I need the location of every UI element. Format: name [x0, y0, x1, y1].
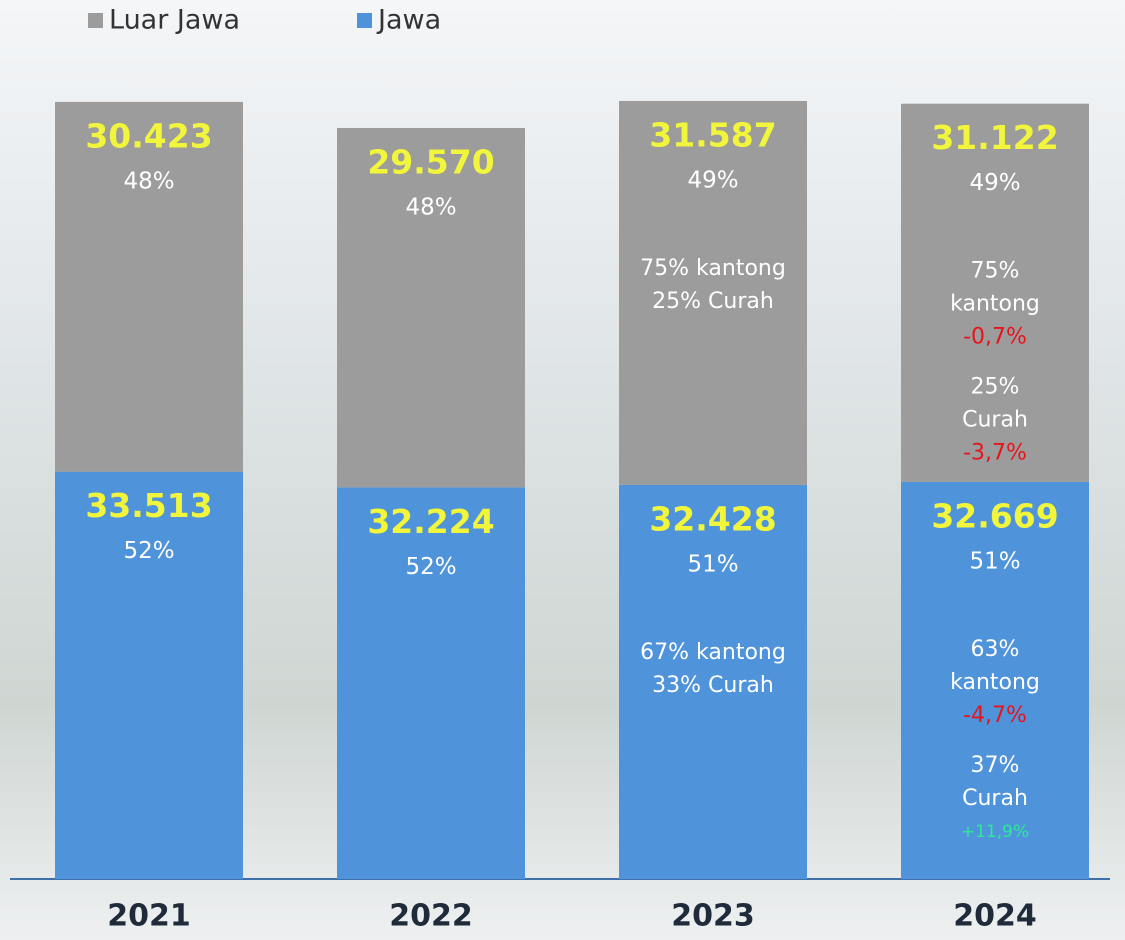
- legend-label: Jawa: [376, 5, 441, 36]
- annotation: 37%: [971, 753, 1020, 778]
- annotation: 25%: [971, 375, 1020, 400]
- annotation: 75% kantong: [640, 256, 786, 281]
- bar-segment: [901, 103, 1089, 482]
- bar-segment: [55, 101, 243, 472]
- x-tick-label: 2024: [953, 899, 1037, 934]
- share-label: 52%: [123, 538, 174, 564]
- value-label: 31.587: [649, 115, 776, 154]
- value-label: 30.423: [85, 116, 212, 155]
- bar-segment: [337, 127, 525, 488]
- share-label: 49%: [969, 170, 1020, 196]
- value-label: 29.570: [367, 142, 494, 181]
- annotation: 33% Curah: [652, 673, 774, 698]
- bar-segment: [337, 487, 525, 879]
- legend-swatch: [88, 13, 103, 28]
- share-label: 48%: [123, 168, 174, 194]
- annotation: +11,9%: [961, 822, 1029, 842]
- value-label: 32.428: [649, 499, 776, 538]
- share-label: 51%: [969, 548, 1020, 574]
- annotation: -0,7%: [963, 325, 1027, 350]
- value-label: 32.669: [931, 496, 1058, 535]
- annotation: -3,7%: [963, 441, 1027, 466]
- value-label: 33.513: [85, 486, 212, 525]
- annotation: -4,7%: [963, 703, 1027, 728]
- bar-segment: [55, 471, 243, 879]
- bar-segment: [619, 100, 807, 485]
- share-label: 52%: [405, 554, 456, 580]
- annotation: kantong: [950, 292, 1040, 317]
- annotation: kantong: [950, 670, 1040, 695]
- annotation: 63%: [971, 637, 1020, 662]
- bar-segment: [901, 481, 1089, 879]
- value-label: 32.224: [367, 502, 494, 541]
- share-label: 51%: [687, 551, 738, 577]
- bar-segment: [619, 484, 807, 879]
- share-label: 48%: [405, 194, 456, 220]
- legend-label: Luar Jawa: [109, 5, 240, 36]
- annotation: 75%: [971, 259, 1020, 284]
- annotation: 67% kantong: [640, 640, 786, 665]
- x-tick-label: 2021: [107, 899, 191, 934]
- share-label: 49%: [687, 167, 738, 193]
- annotation: Curah: [962, 786, 1028, 811]
- x-tick-label: 2023: [671, 899, 755, 934]
- x-tick-label: 2022: [389, 899, 473, 934]
- annotation: 25% Curah: [652, 289, 774, 314]
- annotation: Curah: [962, 408, 1028, 433]
- value-label: 31.122: [931, 118, 1058, 157]
- legend-swatch: [357, 13, 372, 28]
